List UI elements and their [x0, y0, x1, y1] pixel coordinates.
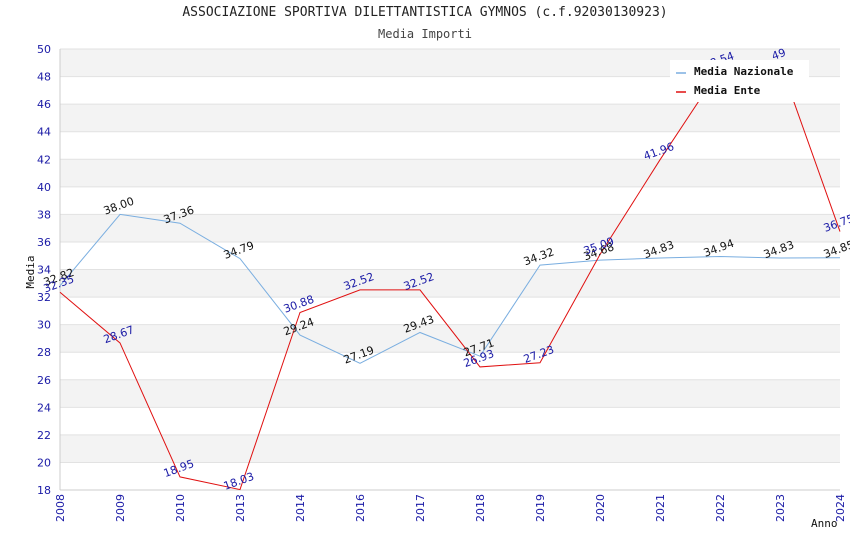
y-tick-label: 18 [37, 484, 51, 497]
y-tick-label: 36 [37, 236, 51, 249]
x-axis-label: Anno [811, 517, 838, 530]
x-tick-label: 2008 [54, 494, 67, 522]
y-tick-label: 34 [37, 264, 51, 277]
grid-band [60, 104, 840, 132]
x-tick-label: 2020 [594, 494, 607, 522]
x-tick-label: 2010 [174, 494, 187, 522]
x-tick-label: 2009 [114, 494, 127, 522]
y-tick-label: 26 [37, 374, 51, 387]
legend-label-ente: Media Ente [694, 84, 761, 97]
x-tick-label: 2014 [294, 494, 307, 522]
grid-band [60, 269, 840, 298]
y-tick-label: 32 [37, 291, 51, 304]
y-tick-label: 44 [37, 126, 51, 139]
y-tick-label: 28 [37, 346, 51, 359]
x-tick-label: 2017 [414, 494, 427, 522]
x-tick-label: 2021 [654, 494, 667, 522]
grid-band [60, 379, 840, 408]
x-axis-ticks: 2008 2009 2010 2013 2014 2016 2017 2018 2019 2020… [54, 494, 847, 522]
grid-band [60, 214, 840, 242]
x-tick-label: 2016 [354, 494, 367, 522]
legend-label-nazionale: Media Nazionale [694, 65, 794, 78]
y-tick-label: 20 [37, 456, 51, 469]
series-line-nazionale [59, 213, 841, 364]
y-tick-label: 30 [37, 319, 51, 332]
y-tick-label: 38 [37, 208, 51, 221]
grid-band [60, 186, 840, 215]
grid-band [60, 407, 840, 435]
x-tick-label: 2013 [234, 494, 247, 522]
grid-band [60, 159, 840, 187]
grid-bands [59, 48, 840, 491]
y-tick-label: 40 [37, 181, 51, 194]
grid-band [60, 131, 840, 160]
chart-subtitle: Media Importi [378, 27, 472, 41]
data-label: 49 [770, 46, 788, 63]
grid-band [60, 297, 840, 325]
x-tick-label: 2024 [834, 494, 847, 522]
y-tick-label: 50 [37, 43, 51, 56]
y-tick-label: 46 [37, 98, 51, 111]
y-tick-label: 42 [37, 153, 51, 166]
x-tick-label: 2018 [474, 494, 487, 522]
y-axis-ticks: 18 20 22 24 26 28 30 32 34 36 38 40 42 44 46 48 50 [37, 43, 51, 497]
grid-band [60, 352, 840, 380]
x-tick-label: 2019 [534, 494, 547, 522]
y-tick-label: 24 [37, 401, 51, 414]
y-tick-label: 48 [37, 71, 51, 84]
grid-band [60, 462, 840, 490]
y-tick-label: 22 [37, 429, 51, 442]
legend-box [670, 60, 809, 102]
y-axis-label: Media [24, 255, 37, 288]
grid-band [60, 434, 840, 463]
x-tick-label: 2023 [774, 494, 787, 522]
chart-title: ASSOCIAZIONE SPORTIVA DILETTANTISTICA GY… [182, 5, 668, 20]
grid-band [60, 241, 840, 270]
legend: Media Nazionale Media Ente [670, 60, 809, 102]
x-tick-label: 2022 [714, 494, 727, 522]
